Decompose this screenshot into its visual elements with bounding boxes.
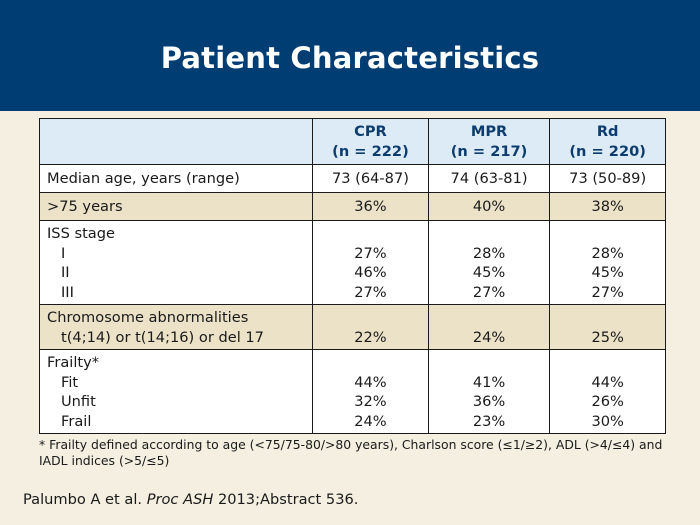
cell-rd: 73 (50-89) [549,164,666,193]
footnote: * Frailty defined according to age (<75/… [39,437,663,468]
row-label-cell: ISS stage I II III [38,220,314,305]
cell-mpr: 40% [427,192,551,221]
header-rd: Rd (n = 220) [549,118,666,165]
header-empty-cell [38,118,314,165]
sub-label: II [61,264,70,281]
value: 28% [591,244,624,262]
sub-label: Frail [61,412,92,430]
row-label: Chromosome abnormalities [47,309,249,326]
header-mpr-label: MPR [470,122,508,140]
value: 25% [591,328,624,346]
cell-cpr: 27% 46% 27% [312,220,429,305]
citation: Palumbo A et al. Proc ASH 2013;Abstract … [23,491,358,508]
cell-cpr: 22% [312,304,429,350]
value: 27% [591,283,624,301]
cell-mpr: 74 (63-81) [427,164,551,193]
cell-mpr: 28% 45% 27% [427,220,551,305]
cell-rd: 25% [549,304,666,350]
table-row-iss-stage: ISS stage I II III 27% 46% 27% 28% 45% 2… [38,220,666,305]
value: 44% [354,373,387,391]
row-label: Median age, years (range) [38,164,314,193]
value: 45% [472,264,506,281]
title-band: Patient Characteristics [0,0,700,111]
cell-cpr: 73 (64-87) [312,164,429,193]
value: 27% [354,283,387,301]
row-label: ISS stage [47,225,115,242]
cell-mpr: 41% 36% 23% [427,349,551,434]
sub-label: t(4;14) or t(14;16) or del 17 [61,328,264,346]
value: 27% [354,244,387,262]
header-rd-n: (n = 220) [569,142,646,160]
value: 32% [354,393,387,410]
sub-label: Unfit [61,393,96,410]
table-row-median-age: Median age, years (range) 73 (64-87) 74 … [38,164,666,193]
cell-cpr: 44% 32% 24% [312,349,429,434]
value: 36% [472,393,506,410]
header-cpr-n: (n = 222) [332,142,409,160]
value: 28% [472,244,506,262]
cell-rd: 28% 45% 27% [549,220,666,305]
header-cpr: CPR (n = 222) [312,118,429,165]
value: 24% [354,412,387,430]
table-row-over-75: >75 years 36% 40% 38% [38,192,666,221]
value: 41% [472,373,506,391]
table-header-row: CPR (n = 222) MPR (n = 217) Rd (n = 220) [38,118,666,165]
citation-authors: Palumbo A et al. [23,491,143,508]
cell-mpr: 24% [427,304,551,350]
table-row-frailty: Frailty* Fit Unfit Frail 44% 32% 24% 41%… [38,349,666,434]
value: 24% [472,328,506,346]
sub-label: III [61,283,74,301]
value: 45% [591,264,624,281]
citation-journal: Proc ASH [146,491,214,508]
value: 30% [591,412,624,430]
row-label-cell: Frailty* Fit Unfit Frail [38,349,314,434]
slide-title: Patient Characteristics [160,40,540,75]
value: 26% [591,393,624,410]
header-rd-label: Rd [596,122,619,140]
header-cpr-label: CPR [354,122,387,140]
value: 22% [354,328,387,346]
value: 44% [591,373,624,391]
value: 27% [472,283,506,301]
value: 23% [472,412,506,430]
header-mpr-n: (n = 217) [450,142,528,160]
cell-rd: 38% [549,192,666,221]
row-label: >75 years [38,192,314,221]
cell-rd: 44% 26% 30% [549,349,666,434]
sub-label: I [61,244,66,262]
row-label: Frailty* [47,354,100,371]
cell-cpr: 36% [312,192,429,221]
table-row-chromosome: Chromosome abnormalities t(4;14) or t(14… [38,304,666,350]
row-label-cell: Chromosome abnormalities t(4;14) or t(14… [38,304,314,350]
sub-label: Fit [61,373,79,391]
header-mpr: MPR (n = 217) [427,118,551,165]
citation-rest: 2013;Abstract 536. [217,491,359,508]
value: 46% [354,264,387,281]
patient-characteristics-table: CPR (n = 222) MPR (n = 217) Rd (n = 220)… [38,118,666,434]
